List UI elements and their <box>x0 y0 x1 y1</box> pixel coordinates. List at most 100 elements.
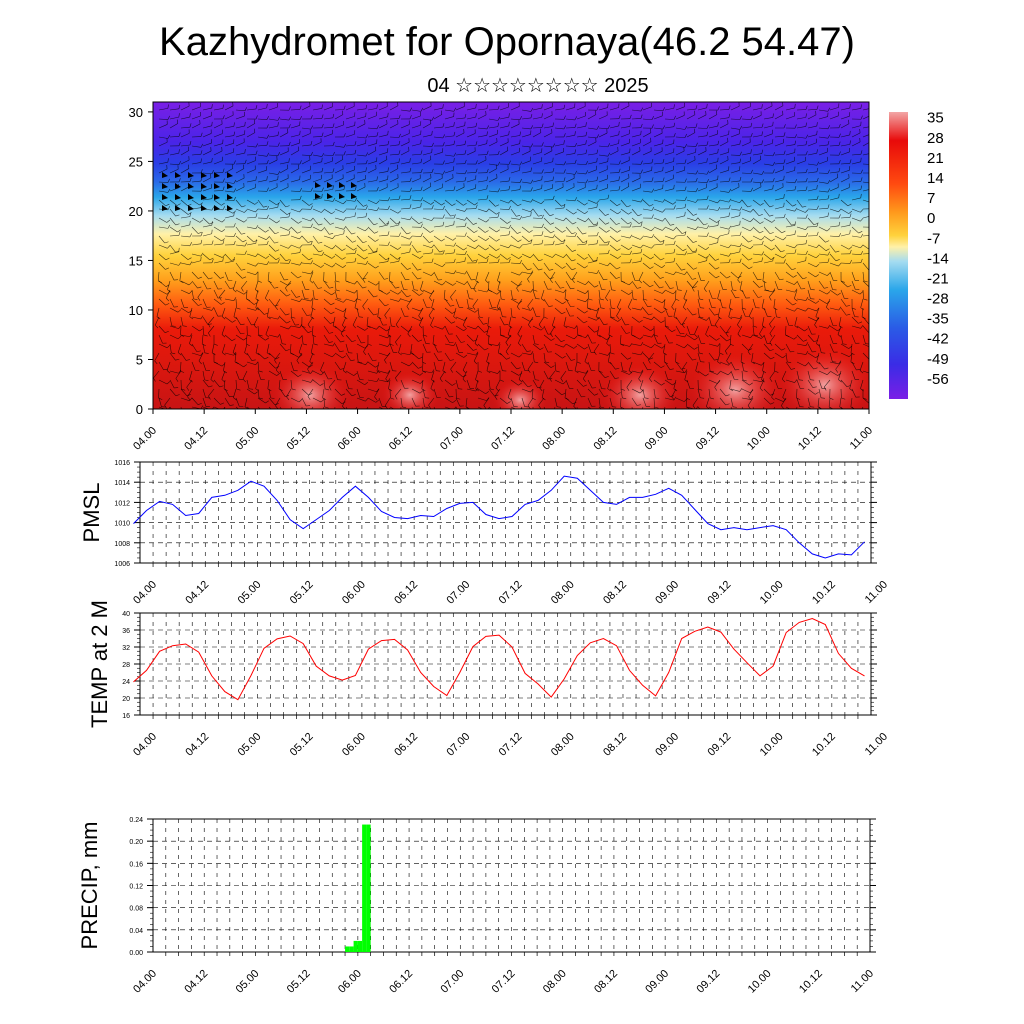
wind-barb <box>455 102 465 111</box>
wind-barb <box>598 208 609 216</box>
wind-barb <box>334 155 344 165</box>
wind-barb <box>620 208 632 215</box>
wind-barb <box>477 217 490 223</box>
wind-barb <box>510 208 521 217</box>
wind-barb <box>730 182 740 192</box>
wind-barb <box>862 153 869 156</box>
wind-barb <box>356 139 367 147</box>
wind-barb <box>301 235 312 243</box>
wind-barb <box>631 183 641 192</box>
wind-barb <box>323 253 336 259</box>
warm-spot <box>270 363 350 409</box>
wind-barb <box>224 102 234 111</box>
wind-barb <box>213 235 225 242</box>
wind-barb <box>444 235 457 241</box>
wind-barb <box>851 115 863 120</box>
wind-barb <box>686 170 699 175</box>
wind-barb <box>730 115 742 120</box>
wind-barb <box>576 240 588 246</box>
wind-barb <box>785 134 798 139</box>
wind-barb <box>323 185 334 192</box>
wind-barb <box>367 146 377 156</box>
wind-barb <box>532 148 543 156</box>
wind-barb <box>433 183 443 192</box>
wind-barb <box>521 226 533 233</box>
wind-barb <box>312 187 324 192</box>
wind-barb <box>532 169 544 174</box>
y-tick-label: 1014 <box>114 480 130 487</box>
wind-barb <box>389 208 402 214</box>
wind-barb <box>279 199 290 208</box>
wind-barb <box>323 208 336 215</box>
wind-barb <box>510 253 523 259</box>
wind-barb <box>653 198 666 203</box>
wind-barb <box>631 235 644 240</box>
wind-barb <box>697 217 708 226</box>
wind-barb <box>235 174 245 183</box>
wind-barb <box>180 102 190 111</box>
wind-barb <box>345 174 355 183</box>
wind-barb <box>323 129 333 138</box>
wind-barb <box>840 174 850 183</box>
wind-barb <box>543 111 553 120</box>
wind-barb <box>191 158 202 165</box>
wind-barb <box>400 115 412 120</box>
wind-barb <box>345 249 357 255</box>
x-tick-label: 06.12 <box>392 731 420 759</box>
colorbar-label: 35 <box>927 110 944 127</box>
wind-barb <box>620 234 633 239</box>
panel-frame <box>139 461 872 564</box>
wind-barb <box>532 104 543 111</box>
wind-barb <box>840 229 851 237</box>
wind-barb <box>532 214 544 219</box>
wind-barb <box>741 199 752 208</box>
wind-barb <box>411 112 421 120</box>
wind-barb <box>301 253 313 261</box>
wind-barb <box>620 244 633 250</box>
wind-barb <box>235 164 245 174</box>
wind-barb <box>279 124 291 129</box>
wind-barb <box>235 183 245 192</box>
wind-barb <box>719 225 732 230</box>
wind-barb <box>301 187 313 192</box>
x-tick-label: 04.00 <box>131 968 159 996</box>
wind-barb <box>554 203 566 210</box>
wind-barb <box>444 208 455 217</box>
wind-barb <box>444 199 456 206</box>
wind-barb <box>246 183 256 192</box>
wind-barb <box>708 206 721 211</box>
wind-barb <box>301 141 313 147</box>
wind-barb <box>543 253 556 258</box>
wind-barb <box>488 213 500 219</box>
wind-barb <box>796 199 807 208</box>
wind-barb <box>653 177 665 183</box>
wind-barb <box>356 235 367 244</box>
wind-barb <box>785 199 797 207</box>
wind-barb <box>290 235 303 240</box>
wind-barb <box>224 179 237 184</box>
wind-barb <box>477 104 489 111</box>
wind-barb <box>796 156 806 165</box>
wind-barb <box>631 208 642 217</box>
wind-barb <box>587 239 599 246</box>
wind-barb <box>389 164 399 174</box>
wind-barb <box>763 161 776 166</box>
wind-barb <box>862 244 869 250</box>
wind-barb <box>554 177 566 183</box>
warm-spot <box>687 351 783 409</box>
colorbar-label: 7 <box>927 190 935 207</box>
wind-barb <box>158 149 169 156</box>
wind-barb <box>378 119 388 129</box>
wind-barb <box>257 166 268 174</box>
wind-barb <box>213 226 226 232</box>
wind-barb <box>862 172 869 174</box>
wind-barb <box>785 217 796 226</box>
wind-barb <box>433 235 445 242</box>
warm-spot <box>380 371 440 409</box>
wind-barb <box>543 157 554 165</box>
x-tick-label: 06.00 <box>340 579 368 607</box>
colorbar-label: 21 <box>927 150 944 167</box>
wind-barb <box>741 235 753 243</box>
wind-barb <box>466 122 478 129</box>
wind-barb <box>488 244 500 251</box>
